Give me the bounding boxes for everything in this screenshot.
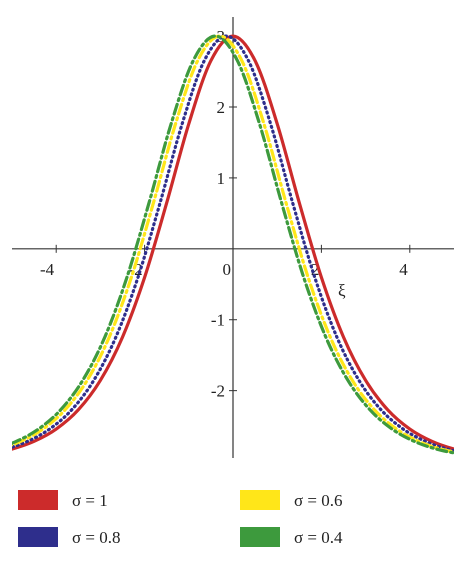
x-tick-label: 2 [311, 260, 320, 279]
legend-label: σ = 0.8 [72, 528, 121, 547]
series-line [12, 34, 454, 455]
series-line [12, 34, 454, 454]
legend-swatch [18, 490, 58, 510]
legend-swatch [240, 490, 280, 510]
x-tick-label: -4 [40, 260, 55, 279]
x-axis-label: ξ [338, 281, 346, 300]
y-tick-label: -1 [211, 311, 225, 330]
legend-swatch [240, 527, 280, 547]
x-tick-label: 0 [223, 260, 232, 279]
legend-label: σ = 1 [72, 491, 108, 510]
y-tick-label: -2 [211, 382, 225, 401]
y-tick-label: 2 [217, 98, 226, 117]
y-tick-label: 1 [217, 169, 226, 188]
series-line [12, 34, 454, 453]
legend-label: σ = 0.4 [294, 528, 343, 547]
series-line [12, 34, 454, 451]
legend-label: σ = 0.6 [294, 491, 343, 510]
legend-swatch [18, 527, 58, 547]
plot-area [12, 34, 454, 455]
x-tick-label: 4 [399, 260, 408, 279]
